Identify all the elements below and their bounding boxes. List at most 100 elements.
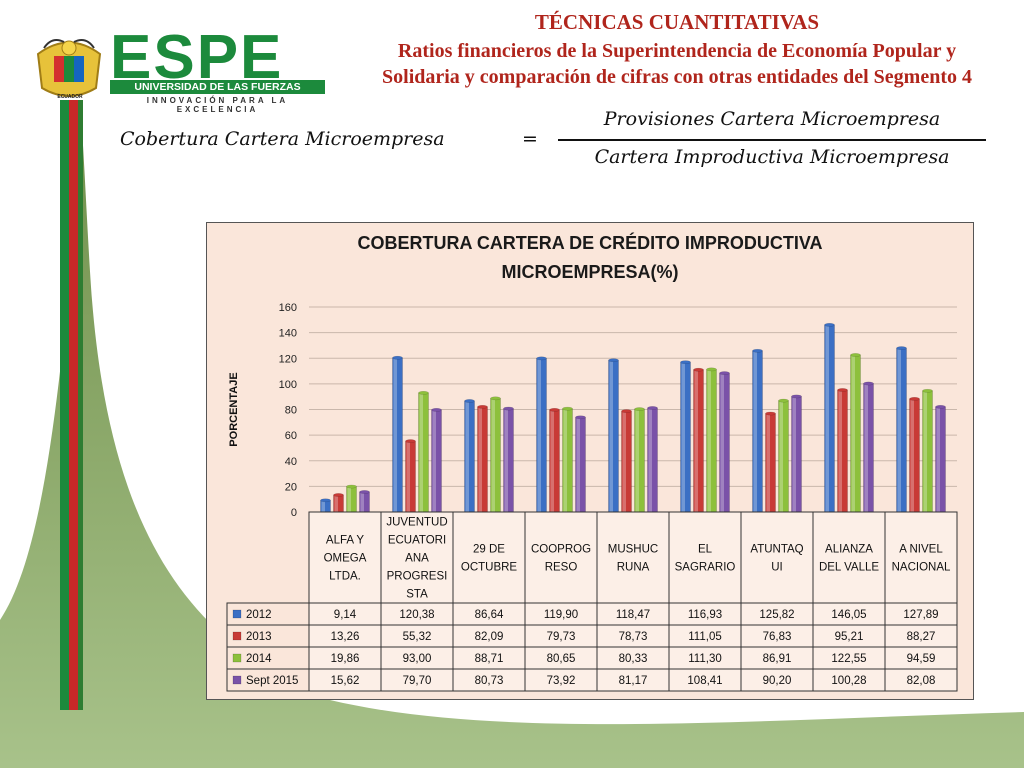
data-value-label: 19,86 <box>331 653 360 665</box>
bar-highlight <box>779 400 783 512</box>
bar-top <box>719 371 730 375</box>
y-tick-label: 100 <box>279 379 297 391</box>
bar-top <box>575 415 586 420</box>
data-value-label: 15,62 <box>331 675 360 687</box>
category-label: A NIVEL <box>899 544 943 556</box>
bar-top <box>392 355 403 360</box>
formula-fraction-bar <box>558 139 986 141</box>
bar-top <box>824 323 835 327</box>
bar-highlight <box>393 357 397 512</box>
category-label: OMEGA <box>324 553 367 565</box>
data-value-label: 95,21 <box>835 631 864 643</box>
data-value-label: 80,65 <box>547 653 576 665</box>
bar-top <box>490 396 501 401</box>
category-label: ATUNTAQ <box>750 544 803 556</box>
bar-top <box>837 388 848 392</box>
data-value-label: 118,47 <box>616 609 650 621</box>
category-label: MUSHUC <box>608 544 658 556</box>
bar-highlight <box>347 486 351 512</box>
chart-title-line1: COBERTURA CARTERA DE CRÉDITO IMPRODUCTIV… <box>357 233 823 253</box>
data-value-label: 76,83 <box>763 631 792 643</box>
y-tick-label: 40 <box>285 456 297 468</box>
formula-denominator: Cartera Improductiva Microempresa <box>594 146 950 168</box>
category-label: UI <box>771 562 783 574</box>
bar-chart: 0 20 40 60 80 100 120 140 160 PORCENTAJE ALFA Y OME… <box>226 302 958 692</box>
bar-top <box>935 404 946 409</box>
y-tick-label: 0 <box>291 507 297 519</box>
bar-highlight <box>419 392 423 512</box>
legend-swatch <box>232 675 242 685</box>
data-value-label: 108,41 <box>687 675 722 687</box>
university-seal-logo <box>36 39 102 97</box>
bar-top <box>477 404 488 409</box>
bar-top <box>418 390 429 395</box>
red-stripe <box>69 100 78 710</box>
bar-highlight <box>897 348 901 512</box>
data-value-label: 146,05 <box>831 609 866 621</box>
bar-top <box>647 406 658 410</box>
data-value-label: 122,55 <box>831 653 866 665</box>
legend-label: Sept 2015 <box>246 675 298 687</box>
seal-caption: ECUADOR <box>57 94 83 100</box>
data-value-label: 82,08 <box>907 675 936 687</box>
category-label: OCTUBRE <box>461 562 518 574</box>
category-label: DEL VALLE <box>819 562 879 574</box>
bar-highlight <box>576 417 580 512</box>
data-value-label: 120,38 <box>399 609 434 621</box>
data-value-label: 125,82 <box>759 609 794 621</box>
bar-highlight <box>825 324 829 512</box>
bar-highlight <box>635 409 639 512</box>
legend-label: 2013 <box>246 631 272 643</box>
legend-swatch <box>232 631 242 641</box>
bar-highlight <box>537 358 541 512</box>
data-value-label: 119,90 <box>544 609 578 621</box>
university-name-banner: UNIVERSIDAD DE LAS FUERZAS ARMADAS <box>110 80 325 107</box>
bar-highlight <box>465 400 469 512</box>
category-label: PROGRESI <box>387 571 448 583</box>
category-label: RUNA <box>617 562 650 574</box>
category-label: ALIANZA <box>825 544 873 556</box>
bar-top <box>765 411 776 416</box>
bar-highlight <box>851 354 855 512</box>
bar-highlight <box>321 500 325 512</box>
bar-top <box>863 381 874 386</box>
bar-top <box>562 406 573 411</box>
bar-highlight <box>707 369 711 512</box>
bar-top <box>549 407 560 412</box>
data-value-label: 81,17 <box>619 675 648 687</box>
data-value-label: 80,73 <box>475 675 504 687</box>
bar-top <box>431 408 442 412</box>
data-value-label: 79,70 <box>403 675 432 687</box>
bar-top <box>693 367 704 372</box>
category-label: STA <box>406 589 428 601</box>
category-label: COOPROG <box>531 544 591 556</box>
bar-top <box>346 484 357 489</box>
bar-highlight <box>864 383 868 512</box>
data-value-label: 94,59 <box>907 653 936 665</box>
data-value-label: 116,93 <box>688 609 722 621</box>
slide-subtitle-line2: Solidaria y comparación de cifras con ot… <box>382 66 972 88</box>
y-tick-label: 140 <box>279 328 297 340</box>
formula-equals: = <box>522 128 538 150</box>
bar-highlight <box>609 360 613 512</box>
bar-highlight <box>563 408 567 512</box>
data-value-label: 82,09 <box>475 631 504 643</box>
data-value-label: 88,27 <box>907 631 936 643</box>
y-tick-label: 20 <box>285 481 297 493</box>
data-value-label: 78,73 <box>619 631 648 643</box>
slide-title: TÉCNICAS CUANTITATIVAS <box>534 10 820 34</box>
bar-highlight <box>753 350 757 512</box>
bar-highlight <box>432 409 436 512</box>
category-label: EL <box>698 544 713 556</box>
data-value-label: 127,89 <box>903 609 938 621</box>
bar-highlight <box>766 413 770 512</box>
data-value-label: 100,28 <box>831 675 866 687</box>
bar-highlight <box>550 409 554 512</box>
legend-label: 2014 <box>246 653 272 665</box>
legend-swatch <box>232 653 242 663</box>
category-label: ALFA Y <box>326 535 364 547</box>
data-value-label: 13,26 <box>331 631 360 643</box>
bar-top <box>359 490 370 494</box>
data-value-label: 73,92 <box>547 675 576 687</box>
